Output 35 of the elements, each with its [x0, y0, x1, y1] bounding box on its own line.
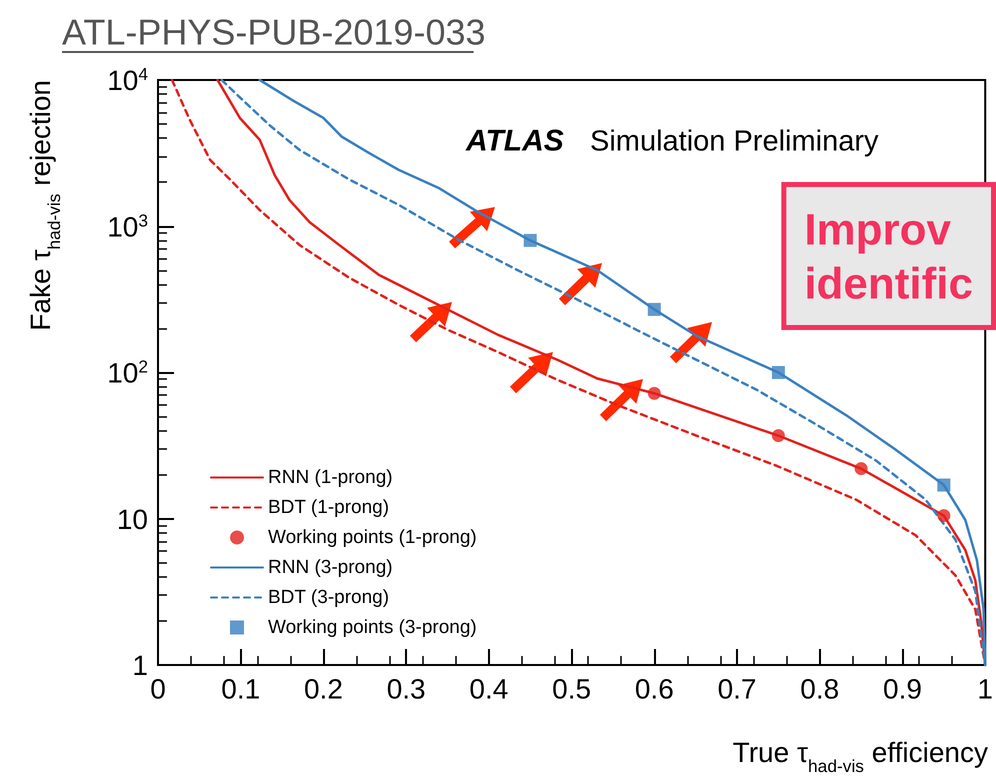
x-tick-label: 0.3	[386, 674, 426, 704]
point	[937, 509, 950, 522]
point	[648, 302, 661, 316]
x-tick-label: 0.4	[469, 674, 508, 704]
y-tick-label: 1	[132, 650, 148, 681]
y-tick-label: 10$^{3}$	[107, 210, 148, 242]
x-axis-title: True τ$_{had-vis}$ efficiency	[732, 737, 988, 776]
point	[772, 366, 785, 379]
legend-label: BDT (3-prong)	[268, 587, 390, 608]
annotation: ATLAS	[465, 124, 564, 158]
chart-title: ATL-PHYS-PUB-2019-033	[62, 12, 486, 52]
y-tick-label: 10	[116, 504, 148, 535]
legend-label: RNN (1-prong)	[268, 467, 393, 488]
point	[772, 429, 785, 442]
point	[524, 234, 537, 247]
y-tick-label: 10$^{2}$	[107, 356, 148, 388]
x-tick-label: 0.6	[634, 674, 674, 704]
point	[937, 478, 950, 492]
point	[854, 462, 868, 476]
x-tick-label: 0.1	[221, 674, 260, 704]
x-tick-label: 0.7	[718, 674, 757, 704]
point	[648, 386, 661, 400]
y-tick-label: 10$^{4}$	[107, 64, 148, 96]
legend-label: RNN (3-prong)	[268, 557, 393, 578]
annotation: Improv identific	[804, 206, 974, 308]
x-tick-label: 0	[150, 674, 166, 704]
x-tick-label: 0.8	[800, 674, 840, 704]
annotation: Simulation Preliminary	[590, 126, 879, 158]
x-tick-label: 0.2	[304, 674, 343, 704]
legend-label: Working points (3-prong)	[268, 617, 477, 638]
x-tick-label: 1	[977, 674, 994, 704]
x-tick-label: 0.5	[552, 674, 592, 704]
x-tick-label: 0.9	[883, 674, 922, 704]
legend-label: BDT (1-prong)	[268, 497, 390, 518]
legend-label: Working points (1-prong)	[268, 527, 477, 548]
